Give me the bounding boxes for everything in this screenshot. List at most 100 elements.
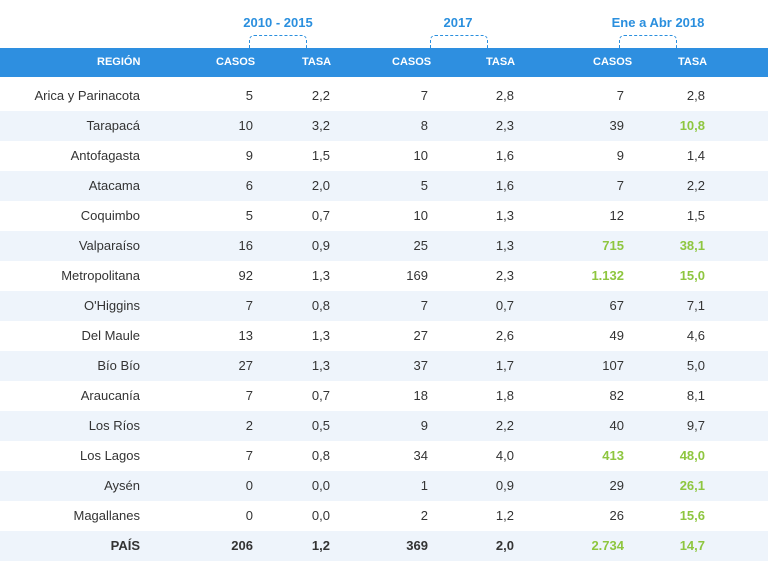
header-tasa-2010-2015: TASA [302, 56, 332, 68]
table-row: Del Maule 13 1,3 27 2,6 49 4,6 [0, 321, 768, 351]
casos-2017-cell: 10 [413, 208, 428, 223]
tasa-2018-cell: 2,8 [686, 88, 705, 103]
tasa-2018-cell: 48,0 [679, 448, 705, 463]
tasa-2010-2015-cell: 1,5 [311, 148, 330, 163]
region-cell: Valparaíso [78, 238, 140, 253]
table-row: Valparaíso 16 0,9 25 1,3 715 38,1 [0, 231, 768, 261]
period-2017-title: 2017 [443, 15, 473, 30]
table-row: Los Ríos 2 0,5 9 2,2 40 9,7 [0, 411, 768, 441]
region-cell: Atacama [88, 178, 140, 193]
tasa-2010-2015-cell: 3,2 [311, 118, 330, 133]
region-cell: Coquimbo [80, 208, 140, 223]
tasa-2010-2015-cell: 1,3 [311, 328, 330, 343]
header-casos-2010-2015: CASOS [216, 56, 256, 68]
tasa-2017-cell: 2,3 [495, 118, 514, 133]
region-cell: Magallanes [73, 508, 141, 523]
table-row: Antofagasta 9 1,5 10 1,6 9 1,4 [0, 141, 768, 171]
table-row: Tarapacá 10 3,2 8 2,3 39 10,8 [0, 111, 768, 141]
tasa-2010-2015-cell: 0,5 [311, 418, 330, 433]
tasa-2018-cell: 2,2 [686, 178, 705, 193]
table-row-total: PAÍS 206 1,2 369 2,0 2.734 14,7 [0, 531, 768, 561]
tasa-2010-2015-cell: 1,2 [311, 538, 330, 553]
casos-2018-cell: 715 [602, 238, 624, 253]
tasa-2018-cell: 14,7 [679, 538, 705, 553]
tasa-2017-cell: 1,8 [495, 388, 514, 403]
region-cell: Aysén [104, 478, 140, 493]
tasa-2018-cell: 4,6 [686, 328, 705, 343]
casos-2018-cell: 2.734 [591, 538, 624, 553]
casos-2010-2015-cell: 5 [245, 88, 253, 103]
table-row: Magallanes 0 0,0 2 1,2 26 15,6 [0, 501, 768, 531]
header-casos-2018: CASOS [593, 56, 633, 68]
casos-2017-cell: 2 [420, 508, 428, 523]
casos-2010-2015-cell: 7 [245, 388, 253, 403]
casos-2017-cell: 369 [406, 538, 428, 553]
tasa-2017-cell: 1,3 [495, 208, 514, 223]
tasa-2018-cell: 1,4 [686, 148, 705, 163]
table-header: REGIÓN CASOS TASA CASOS TASA CASOS TASA [0, 48, 768, 77]
casos-2018-cell: 67 [609, 298, 624, 313]
table-row: Los Lagos 7 0,8 34 4,0 413 48,0 [0, 441, 768, 471]
table-row: Atacama 6 2,0 5 1,6 7 2,2 [0, 171, 768, 201]
tasa-2017-cell: 2,2 [495, 418, 514, 433]
casos-2017-cell: 5 [420, 178, 428, 193]
casos-2018-cell: 82 [609, 388, 624, 403]
tasa-2010-2015-cell: 0,8 [311, 448, 330, 463]
casos-2018-cell: 12 [609, 208, 624, 223]
tasa-2010-2015-cell: 0,0 [311, 508, 330, 523]
header-tasa-2017: TASA [486, 56, 516, 68]
casos-2010-2015-cell: 0 [245, 508, 253, 523]
tasa-2010-2015-cell: 2,2 [311, 88, 330, 103]
casos-2017-cell: 25 [413, 238, 428, 253]
casos-2018-cell: 7 [616, 88, 624, 103]
region-cell: Bío Bío [97, 358, 140, 373]
tasa-2010-2015-cell: 2,0 [311, 178, 330, 193]
casos-2018-cell: 29 [609, 478, 624, 493]
casos-2010-2015-cell: 6 [245, 178, 253, 193]
header-region: REGIÓN [97, 56, 141, 68]
tasa-2017-cell: 2,8 [495, 88, 514, 103]
period-2018-title: Ene a Abr 2018 [611, 15, 705, 30]
table-row: Aysén 0 0,0 1 0,9 29 26,1 [0, 471, 768, 501]
region-cell: Tarapacá [86, 118, 140, 133]
casos-2017-cell: 18 [413, 388, 428, 403]
casos-2018-cell: 39 [609, 118, 624, 133]
casos-2018-cell: 40 [609, 418, 624, 433]
tasa-2017-cell: 0,9 [495, 478, 514, 493]
table-row: Metropolitana 92 1,3 169 2,3 1.132 15,0 [0, 261, 768, 291]
casos-2017-cell: 34 [413, 448, 428, 463]
tasa-2018-cell: 5,0 [686, 358, 705, 373]
tasa-2018-cell: 10,8 [679, 118, 705, 133]
table-row: O'Higgins 7 0,8 7 0,7 67 7,1 [0, 291, 768, 321]
tasa-2018-cell: 38,1 [679, 238, 705, 253]
casos-2017-cell: 37 [413, 358, 428, 373]
region-cell: O'Higgins [84, 298, 140, 313]
casos-2018-cell: 9 [616, 148, 624, 163]
tasa-2017-cell: 1,7 [495, 358, 514, 373]
region-cell: PAÍS [110, 538, 140, 553]
casos-2017-cell: 8 [420, 118, 428, 133]
tasa-2017-cell: 4,0 [495, 448, 514, 463]
period-2017-bracket [430, 35, 488, 48]
casos-2017-cell: 169 [406, 268, 428, 283]
casos-2010-2015-cell: 16 [238, 238, 253, 253]
tasa-2017-cell: 1,6 [495, 178, 514, 193]
tasa-2017-cell: 2,6 [495, 328, 514, 343]
tasa-2010-2015-cell: 1,3 [311, 358, 330, 373]
tasa-2017-cell: 2,3 [495, 268, 514, 283]
casos-2010-2015-cell: 13 [238, 328, 253, 343]
tasa-2018-cell: 15,0 [679, 268, 705, 283]
region-cell: Del Maule [81, 328, 140, 343]
casos-2010-2015-cell: 92 [238, 268, 253, 283]
casos-2017-cell: 1 [420, 478, 428, 493]
casos-2010-2015-cell: 7 [245, 448, 253, 463]
period-2018-bracket [619, 35, 677, 48]
tasa-2017-cell: 0,7 [495, 298, 514, 313]
casos-2010-2015-cell: 206 [231, 538, 253, 553]
tasa-2017-cell: 1,3 [495, 238, 514, 253]
tasa-2010-2015-cell: 0,7 [311, 208, 330, 223]
casos-2018-cell: 26 [609, 508, 624, 523]
tasa-2018-cell: 8,1 [686, 388, 705, 403]
region-cell: Los Lagos [80, 448, 140, 463]
region-cell: Arica y Parinacota [34, 88, 141, 103]
